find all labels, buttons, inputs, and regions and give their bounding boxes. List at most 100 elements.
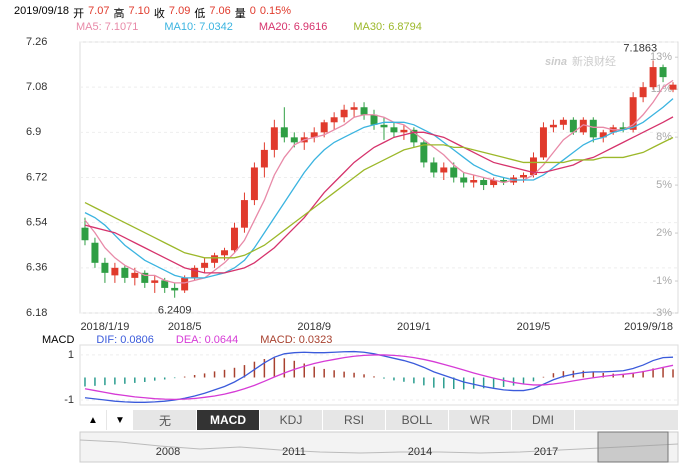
tab[interactable]: DMI <box>512 410 575 430</box>
x-tick-label: 2019/9/18 <box>624 321 673 333</box>
tab[interactable]: MACD <box>197 410 260 430</box>
candle-body <box>539 127 547 158</box>
navigator-label: 2008 <box>156 446 180 458</box>
candle-body <box>211 255 219 263</box>
watermark-name: 新浪财经 <box>572 54 616 68</box>
candle-body <box>91 242 99 263</box>
candle-body <box>649 67 657 88</box>
legend-entry: MACD: 0.0323 <box>260 334 333 346</box>
y2-tick-label: 5% <box>656 179 672 191</box>
candle-body <box>270 127 278 150</box>
x-tick-label: 2018/1/19 <box>80 321 129 333</box>
candle-body <box>629 97 637 130</box>
candle-body <box>360 107 368 115</box>
macd-frame <box>79 344 679 406</box>
y2-tick-label: -3% <box>652 307 672 319</box>
min-annotation: 6.2409 <box>158 305 192 317</box>
navigator-line <box>79 439 679 454</box>
candle-body <box>639 87 647 98</box>
candle-body <box>619 127 627 130</box>
quote-label: 量 <box>234 8 246 20</box>
ma-line <box>84 79 674 284</box>
tab[interactable]: BOLL <box>386 410 449 430</box>
y2-tick-label: 2% <box>656 227 672 239</box>
candle-body <box>310 132 318 138</box>
x-tick-label: 2018/9 <box>297 321 331 333</box>
candle-body <box>520 174 528 178</box>
candle-body <box>659 67 667 78</box>
quote-change: 0.15% <box>259 5 292 17</box>
watermark-brand: sina <box>545 56 567 68</box>
tab[interactable]: 无 <box>134 410 197 430</box>
candle-body <box>161 280 169 288</box>
y-tick-label: 6.54 <box>26 217 47 229</box>
candle-body <box>121 267 129 278</box>
candle-body <box>240 200 248 228</box>
candle-body <box>390 127 398 133</box>
max-annotation: 7.1863 <box>623 42 657 54</box>
legend-entry: MA10: 7.0342 <box>164 21 233 33</box>
y-tick-label: 6.9 <box>26 126 41 138</box>
candle-body <box>111 267 119 276</box>
legend-entry: MA30: 6.8794 <box>353 21 422 33</box>
tab[interactable]: WR <box>449 410 512 430</box>
candle-body <box>440 167 448 173</box>
navigator-window[interactable] <box>597 431 669 463</box>
candle-body <box>669 84 677 90</box>
candle-body <box>430 162 438 173</box>
quote-label: 高 <box>113 8 125 20</box>
candle-body <box>330 117 338 123</box>
candle-body <box>420 142 428 163</box>
arrow-button[interactable]: ▲ <box>80 410 106 430</box>
y-tick-label: -1 <box>64 394 74 406</box>
y-tick-label: 6.36 <box>26 262 47 274</box>
x-tick-label: 2018/5 <box>168 321 202 333</box>
candle-body <box>500 180 508 183</box>
candle-body <box>151 280 159 283</box>
y2-tick-label: -1% <box>652 275 672 287</box>
quote-value: 7.06 <box>209 5 231 17</box>
candle-body <box>101 262 109 273</box>
tab[interactable]: RSI <box>323 410 386 430</box>
macd-line <box>84 354 674 401</box>
macd-line <box>84 350 674 403</box>
candle-body <box>410 129 418 143</box>
y2-tick-label: 13% <box>650 51 672 63</box>
quote-value: 7.09 <box>168 5 191 17</box>
candle-body <box>191 267 199 278</box>
candle-body <box>599 132 607 138</box>
quote-value: 0 <box>249 5 256 17</box>
y-tick-label: 6.18 <box>26 307 47 319</box>
date: 2019/09/18 <box>14 5 70 17</box>
candle-body <box>470 180 478 183</box>
candle-body <box>460 177 468 183</box>
x-tick-label: 2019/5 <box>517 321 551 333</box>
tab[interactable]: KDJ <box>260 410 323 430</box>
y-tick-label: 1 <box>68 349 74 361</box>
ma-line <box>84 116 674 274</box>
candle-body <box>450 167 458 178</box>
candle-body <box>569 119 577 133</box>
candle-body <box>480 180 488 186</box>
legend-entry: MA20: 6.9616 <box>258 21 328 33</box>
candle-body <box>181 277 189 291</box>
navigator-label: 2011 <box>282 446 306 458</box>
candle-body <box>221 250 229 256</box>
x-tick-label: 2019/1 <box>397 321 431 333</box>
ma-legend: MA5: 7.1071 MA10: 7.0342 MA20: 6.9616 MA30:… <box>76 21 422 33</box>
candle-body <box>490 180 498 186</box>
navigator-label: 2014 <box>408 446 432 458</box>
candle-body <box>549 124 557 128</box>
macd-title: MACD <box>42 334 75 346</box>
y-tick-label: 7.26 <box>26 36 47 48</box>
candle-body <box>529 157 537 175</box>
candle-body <box>320 122 328 133</box>
arrow-button[interactable]: ▼ <box>107 410 133 430</box>
quote-label: 开 <box>73 8 85 20</box>
candle-body <box>260 149 268 168</box>
candle-body <box>380 124 388 128</box>
candle-body <box>400 129 408 133</box>
candle-body <box>579 119 587 133</box>
y-tick-label: 7.08 <box>26 81 47 93</box>
